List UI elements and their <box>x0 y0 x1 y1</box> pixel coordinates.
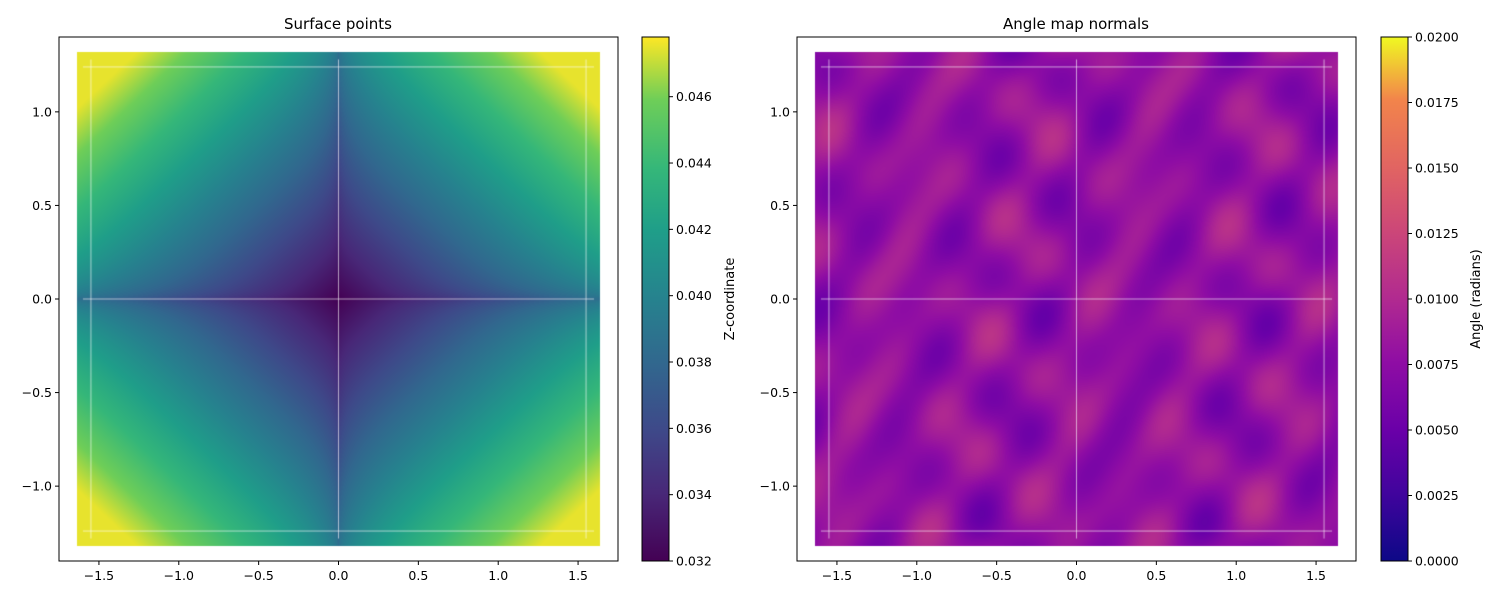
colorbar-tick-label: 0.0125 <box>1415 226 1459 241</box>
colorbar-tick-label: 0.0000 <box>1415 554 1459 569</box>
x-tick-label: −1.5 <box>84 568 114 583</box>
chart-title: Surface points <box>284 15 392 33</box>
colorbar-tick-label: 0.040 <box>676 288 712 303</box>
y-tick-label: 0.5 <box>32 198 52 213</box>
colorbar-tick-label: 0.0075 <box>1415 357 1459 372</box>
colorbar-angle: 0.0000 0.0025 0.0050 0.0075 0.0100 0.0125 0.01… <box>1380 30 1484 569</box>
colorbar-tick-label: 0.036 <box>676 421 712 436</box>
x-tick-label: −1.0 <box>164 568 194 583</box>
y-tick-label: 1.0 <box>770 104 790 119</box>
y-tick-label: −1.0 <box>22 479 52 494</box>
colorbar-tick-label: 0.0050 <box>1415 423 1459 438</box>
x-tick-label: −1.5 <box>822 568 852 583</box>
colorbar-label: Angle (radians) <box>1469 249 1484 348</box>
axis-ticks: −1.5 −1.0 −0.5 0.0 0.5 1.0 1.5 1.0 0.5 0.0 −0.5 −1.… <box>22 104 588 583</box>
y-tick-label: −1.0 <box>760 479 790 494</box>
y-tick-label: 0.0 <box>32 292 52 307</box>
heatmap-canvas-wrapper <box>797 37 1356 561</box>
y-tick-label: 0.5 <box>770 198 790 213</box>
colorbar-tick-label: 0.0175 <box>1415 95 1459 110</box>
colorbar-tick-label: 0.034 <box>676 487 712 502</box>
colorbar-tick-label: 0.0025 <box>1415 488 1459 503</box>
colorbar-gradient <box>1380 36 1409 562</box>
x-tick-label: 1.0 <box>1226 568 1246 583</box>
chart-surface-points: Surface points −1.5 −1.0 −0.5 0.0 0.5 1.0 1.5 1… <box>22 15 619 583</box>
heatmap-image <box>797 37 1356 561</box>
x-tick-label: 0.5 <box>408 568 428 583</box>
x-tick-label: 0.0 <box>329 568 349 583</box>
chart-angle-map-normals: Angle map normals −1.5 −1.0 −0.5 0.0 0.5 1.0 1… <box>760 15 1357 583</box>
colorbar-z-coordinate: 0.032 0.034 0.036 0.038 0.040 0.042 0.044 0.046… <box>641 36 738 569</box>
y-tick-label: 1.0 <box>32 104 52 119</box>
x-tick-label: 0.0 <box>1067 568 1087 583</box>
colorbar-gradient <box>641 36 670 562</box>
heatmap-image <box>59 37 618 561</box>
colorbar-ticks: 0.0000 0.0025 0.0050 0.0075 0.0100 0.0125 0.01… <box>1408 30 1459 569</box>
colorbar-tick-label: 0.044 <box>676 156 712 171</box>
colorbar-tick-label: 0.042 <box>676 222 712 237</box>
chart-title: Angle map normals <box>1003 15 1149 33</box>
colorbar-tick-label: 0.0100 <box>1415 292 1459 307</box>
colorbar-ticks: 0.032 0.034 0.036 0.038 0.040 0.042 0.044 0.046 <box>669 89 712 569</box>
x-tick-label: −0.5 <box>981 568 1011 583</box>
colorbar-tick-label: 0.0150 <box>1415 161 1459 176</box>
y-tick-label: −0.5 <box>760 385 790 400</box>
x-tick-label: 1.0 <box>488 568 508 583</box>
y-tick-label: 0.0 <box>770 292 790 307</box>
heatmap-canvas-wrapper <box>59 37 618 561</box>
y-tick-label: −0.5 <box>22 385 52 400</box>
x-tick-label: 1.5 <box>1306 568 1326 583</box>
x-tick-label: −1.0 <box>902 568 932 583</box>
x-tick-label: 0.5 <box>1146 568 1166 583</box>
colorbar-tick-label: 0.038 <box>676 355 712 370</box>
colorbar-tick-label: 0.0200 <box>1415 30 1459 45</box>
x-tick-label: −0.5 <box>243 568 273 583</box>
colorbar-tick-label: 0.032 <box>676 554 712 569</box>
colorbar-tick-label: 0.046 <box>676 89 712 104</box>
colorbar-label: Z-coordinate <box>723 258 738 341</box>
x-tick-label: 1.5 <box>568 568 588 583</box>
axis-ticks: −1.5 −1.0 −0.5 0.0 0.5 1.0 1.5 1.0 0.5 0.0 −0.5 −1.… <box>760 104 1326 583</box>
